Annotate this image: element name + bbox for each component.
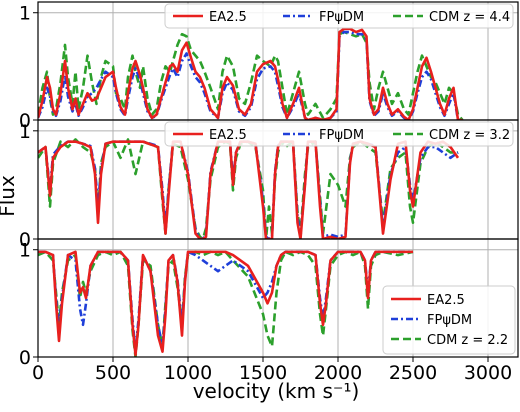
x-tick-label: 2000 — [314, 362, 362, 384]
x-tick-label: 1500 — [239, 362, 287, 384]
legend-label: EA2.5 — [209, 128, 247, 143]
y-tick-label: 1 — [19, 240, 31, 262]
legend-label: EA2.5 — [209, 10, 247, 25]
y-tick-label: 0 — [19, 347, 31, 369]
panels-layer: 01 EA2.5 FPψDM CDM z = 4.401 EA2.5 FPψDM CDM z… — [19, 1, 519, 384]
series-line-cdm — [38, 250, 414, 357]
series-line-ea25 — [38, 250, 413, 357]
x-tick-label: 0 — [32, 362, 44, 384]
x-tick-label: 3000 — [464, 362, 512, 384]
panel-bottom: 0 1 EA2.5 FPψDM CDM z = 2.2 0 500 1000 1500 2000 2… — [19, 238, 519, 384]
legend-label: FPψDM — [427, 313, 472, 328]
series-line-cdm — [38, 30, 464, 120]
y-tick-label: 1 — [19, 3, 31, 25]
legend-box — [382, 285, 516, 355]
y-tick-label: 0 — [19, 229, 31, 251]
legend-label: FPψDM — [319, 128, 364, 143]
legend-label: EA2.5 — [427, 293, 465, 308]
legend-box — [164, 3, 514, 29]
legend-label: CDM z = 3.2 — [429, 128, 510, 143]
x-tick-label: 1000 — [164, 362, 212, 384]
legend-label: CDM z = 4.4 — [429, 10, 510, 25]
legend-box — [164, 121, 514, 147]
x-tick-label: 2500 — [389, 362, 437, 384]
x-axis-label: velocity (km s⁻¹) — [193, 379, 360, 403]
panel-frame — [37, 238, 519, 358]
series-line-fppsidm — [38, 250, 413, 353]
legend-label: CDM z = 2.2 — [427, 333, 508, 348]
x-tick-label: 500 — [95, 362, 131, 384]
series-line-ea25 — [38, 27, 463, 120]
panel-middle: 0 1 EA2.5 FPψDM CDM z = 3.2 — [19, 119, 519, 251]
legend-bottom: EA2.5 FPψDM CDM z = 2.2 — [382, 285, 516, 355]
y-axis-label: Flux — [0, 175, 19, 217]
legend-middle: EA2.5 FPψDM CDM z = 3.2 — [164, 121, 514, 147]
legend-label: FPψDM — [319, 10, 364, 25]
y-tick-label: 0 — [19, 110, 31, 132]
y-tick-label: 1 — [19, 121, 31, 143]
series-line-ea25 — [38, 140, 460, 239]
panel-top: 0 1 EA2.5 FPψDM CDM z = 4.4 — [19, 1, 519, 132]
legend-top: EA2.5 FPψDM CDM z = 4.4 — [164, 3, 514, 29]
